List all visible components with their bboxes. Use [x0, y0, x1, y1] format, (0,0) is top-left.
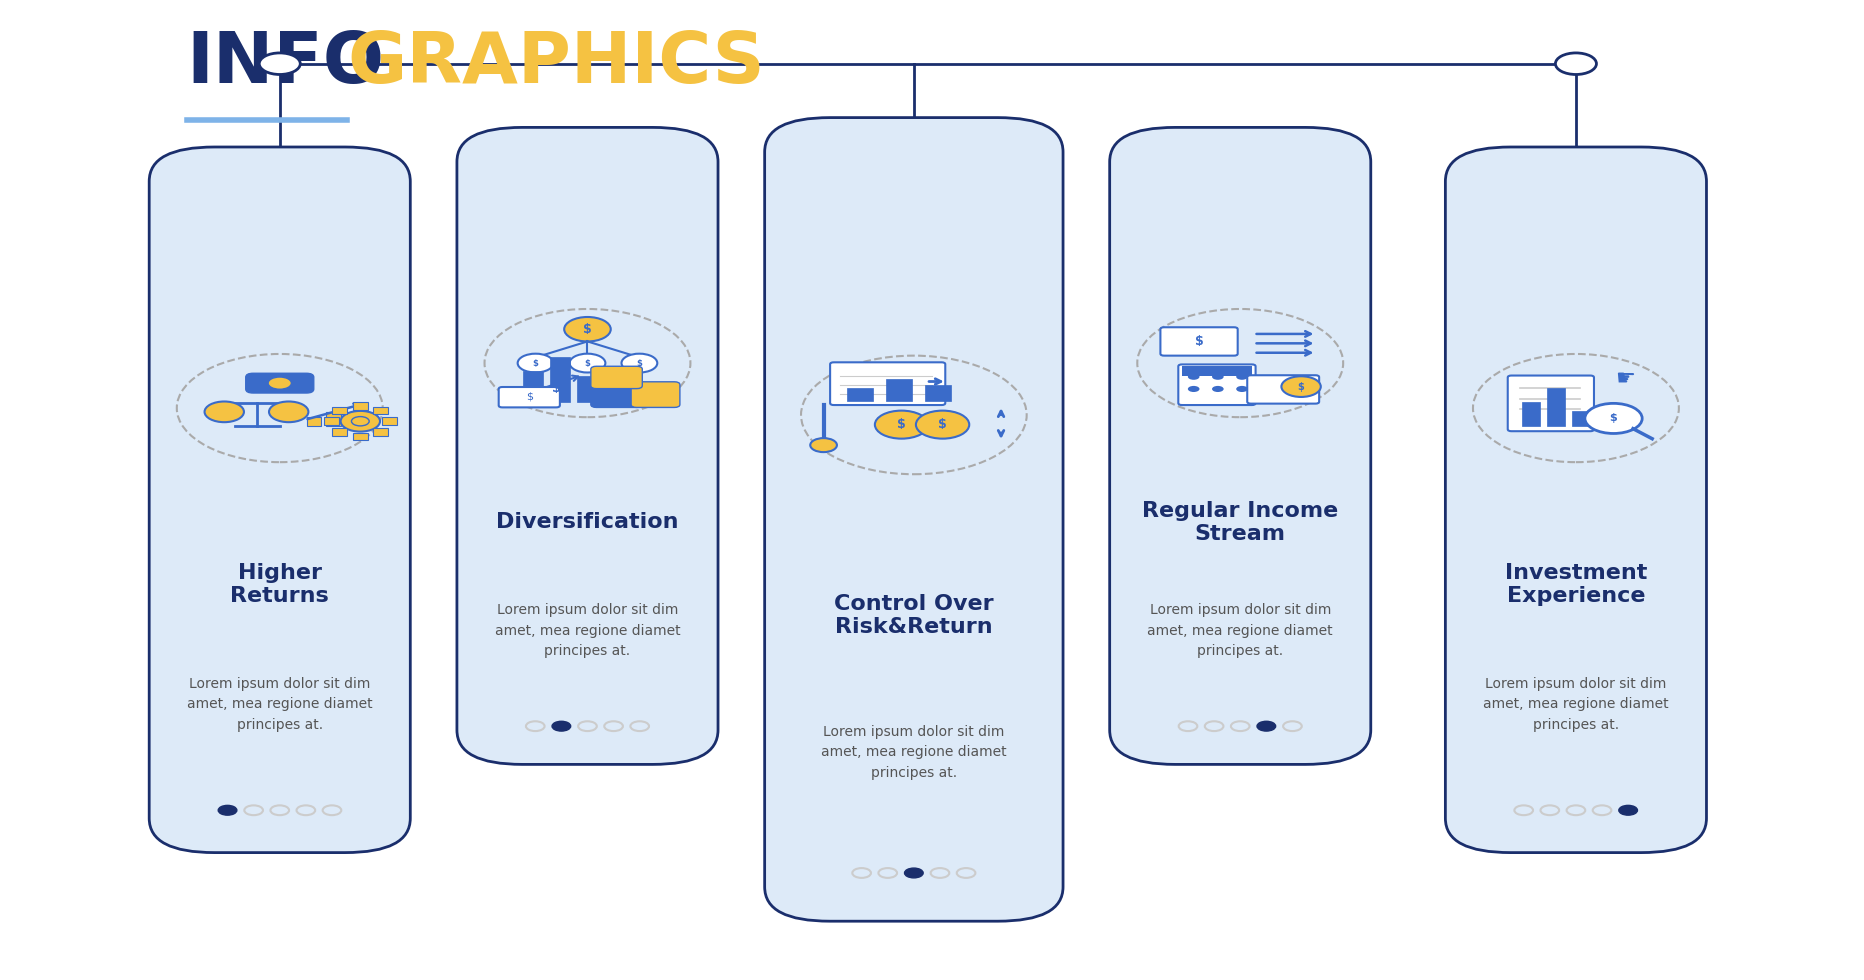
- Bar: [550, 357, 569, 402]
- Text: Control Over
Risk&Return: Control Over Risk&Return: [833, 594, 994, 637]
- FancyBboxPatch shape: [1506, 375, 1594, 431]
- FancyBboxPatch shape: [1159, 327, 1238, 356]
- FancyBboxPatch shape: [1247, 375, 1318, 404]
- Circle shape: [1212, 373, 1223, 380]
- Circle shape: [1187, 386, 1199, 392]
- FancyBboxPatch shape: [149, 147, 410, 853]
- Text: INFO: INFO: [186, 29, 384, 98]
- Text: $: $: [583, 359, 591, 368]
- Circle shape: [569, 354, 606, 372]
- Bar: [373, 428, 388, 436]
- FancyBboxPatch shape: [1109, 127, 1370, 764]
- Text: Lorem ipsum dolor sit dim
amet, mea regione diamet
principes at.: Lorem ipsum dolor sit dim amet, mea regi…: [1146, 603, 1333, 659]
- FancyBboxPatch shape: [630, 382, 680, 408]
- Text: $: $: [897, 418, 906, 431]
- Text: Investment
Experience: Investment Experience: [1504, 563, 1646, 606]
- Circle shape: [268, 377, 291, 389]
- Circle shape: [1187, 373, 1199, 380]
- Bar: [1182, 366, 1251, 376]
- Text: $: $: [938, 418, 947, 431]
- Bar: [1521, 402, 1540, 426]
- Circle shape: [565, 317, 610, 341]
- Text: Regular Income
Stream: Regular Income Stream: [1141, 501, 1338, 544]
- FancyBboxPatch shape: [457, 127, 718, 764]
- Text: Diversification: Diversification: [496, 513, 678, 532]
- Circle shape: [904, 868, 923, 878]
- Circle shape: [1236, 386, 1247, 392]
- Text: $: $: [526, 392, 533, 402]
- Circle shape: [218, 806, 237, 815]
- Circle shape: [350, 416, 369, 426]
- Text: Lorem ipsum dolor sit dim
amet, mea regione diamet
principes at.: Lorem ipsum dolor sit dim amet, mea regi…: [820, 725, 1007, 780]
- Circle shape: [1281, 376, 1320, 397]
- Circle shape: [205, 402, 244, 422]
- Bar: [324, 417, 339, 425]
- Bar: [382, 417, 397, 425]
- Text: $: $: [583, 322, 591, 336]
- Circle shape: [1584, 404, 1642, 433]
- Bar: [925, 385, 951, 402]
- FancyBboxPatch shape: [1445, 147, 1706, 853]
- Text: Lorem ipsum dolor sit dim
amet, mea regione diamet
principes at.: Lorem ipsum dolor sit dim amet, mea regi…: [1482, 677, 1668, 732]
- Circle shape: [809, 438, 837, 452]
- FancyBboxPatch shape: [498, 387, 559, 408]
- Bar: [332, 407, 347, 415]
- FancyBboxPatch shape: [246, 373, 313, 393]
- Text: $: $: [1297, 381, 1303, 392]
- Bar: [846, 388, 872, 402]
- Bar: [347, 420, 360, 426]
- Circle shape: [1256, 721, 1275, 731]
- FancyBboxPatch shape: [1178, 365, 1254, 405]
- Bar: [1571, 411, 1590, 426]
- Bar: [576, 376, 596, 402]
- Circle shape: [268, 402, 308, 422]
- Bar: [885, 379, 911, 402]
- Circle shape: [1618, 806, 1637, 815]
- Bar: [306, 417, 321, 426]
- Bar: [352, 402, 367, 410]
- FancyBboxPatch shape: [591, 367, 641, 389]
- Bar: [326, 412, 341, 426]
- Bar: [352, 432, 367, 440]
- Circle shape: [552, 721, 570, 731]
- Bar: [522, 370, 542, 402]
- Text: ☛: ☛: [1614, 368, 1635, 389]
- Bar: [373, 407, 388, 415]
- Circle shape: [259, 53, 300, 74]
- Text: $: $: [1195, 335, 1202, 348]
- Circle shape: [915, 411, 969, 439]
- Text: Lorem ipsum dolor sit dim
amet, mea regione diamet
principes at.: Lorem ipsum dolor sit dim amet, mea regi…: [186, 677, 373, 732]
- Circle shape: [518, 354, 554, 372]
- Text: $: $: [552, 382, 561, 396]
- Text: Higher
Returns: Higher Returns: [231, 563, 328, 606]
- Circle shape: [621, 354, 656, 372]
- Text: $: $: [533, 359, 539, 368]
- Circle shape: [341, 411, 380, 431]
- Circle shape: [1212, 386, 1223, 392]
- Circle shape: [1555, 53, 1596, 74]
- Text: $: $: [1609, 414, 1616, 423]
- Bar: [1547, 388, 1564, 426]
- FancyBboxPatch shape: [764, 118, 1062, 921]
- FancyBboxPatch shape: [591, 382, 641, 408]
- Text: $: $: [636, 359, 641, 368]
- Text: Lorem ipsum dolor sit dim
amet, mea regione diamet
principes at.: Lorem ipsum dolor sit dim amet, mea regi…: [494, 603, 680, 659]
- FancyBboxPatch shape: [829, 363, 945, 405]
- Circle shape: [874, 411, 928, 439]
- Bar: [332, 428, 347, 436]
- Circle shape: [1236, 373, 1247, 380]
- Text: GRAPHICS: GRAPHICS: [347, 29, 764, 98]
